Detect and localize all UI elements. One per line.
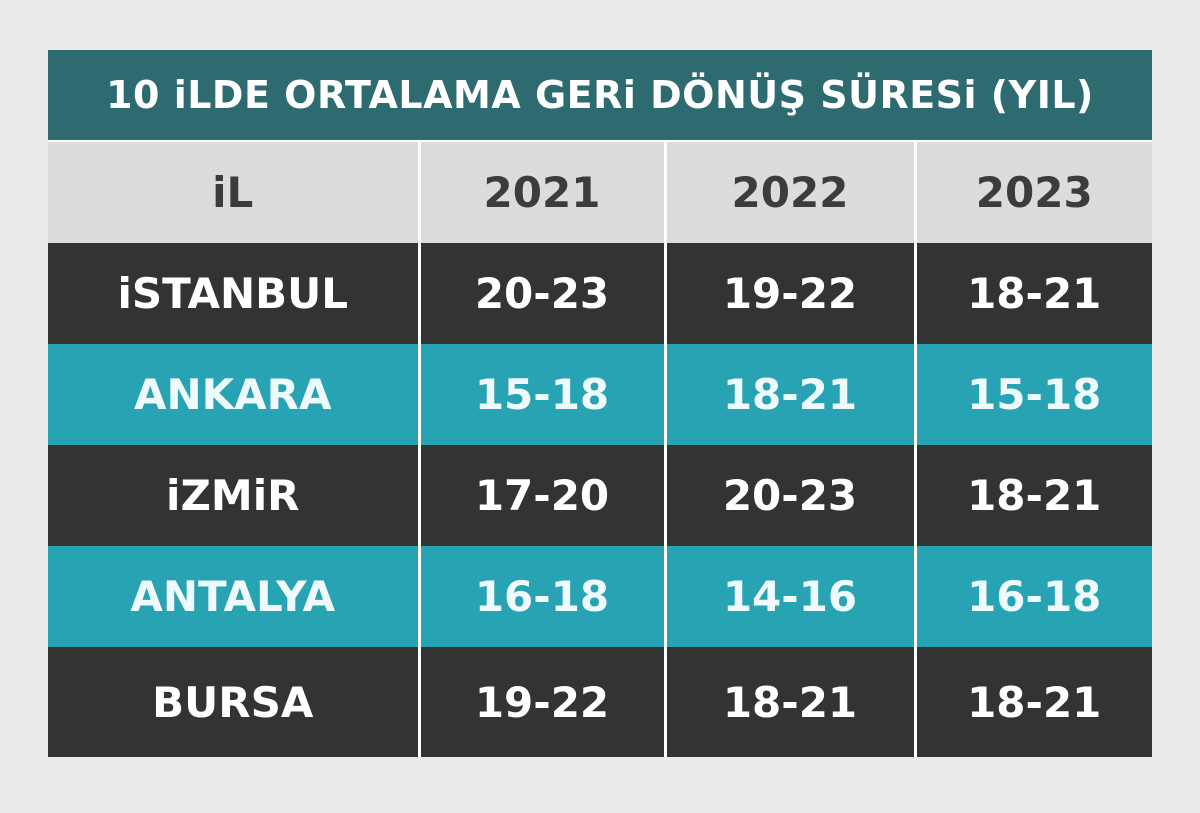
value-cell: 15-18 bbox=[916, 344, 1152, 445]
province-cell: ANTALYA bbox=[48, 546, 418, 647]
value-cell: 18-21 bbox=[666, 647, 914, 757]
value-cell: 14-16 bbox=[666, 546, 914, 647]
value-cell: 15-18 bbox=[420, 344, 664, 445]
value-cell: 19-22 bbox=[666, 243, 914, 344]
province-cell: BURSA bbox=[48, 647, 418, 757]
value-cell: 18-21 bbox=[916, 647, 1152, 757]
header-cell: iL bbox=[48, 142, 418, 243]
header-cell: 2023 bbox=[916, 142, 1152, 243]
value-cell: 16-18 bbox=[420, 546, 664, 647]
province-cell: iZMiR bbox=[48, 445, 418, 546]
province-cell: ANKARA bbox=[48, 344, 418, 445]
table-title: 10 iLDE ORTALAMA GERi DÖNÜŞ SÜRESi (YIL) bbox=[48, 50, 1152, 140]
value-cell: 17-20 bbox=[420, 445, 664, 546]
value-cell: 20-23 bbox=[666, 445, 914, 546]
value-cell: 19-22 bbox=[420, 647, 664, 757]
table-card: 10 iLDE ORTALAMA GERi DÖNÜŞ SÜRESi (YIL)… bbox=[48, 50, 1152, 757]
header-cell: 2022 bbox=[666, 142, 914, 243]
province-cell: iSTANBUL bbox=[48, 243, 418, 344]
value-cell: 18-21 bbox=[916, 243, 1152, 344]
value-cell: 20-23 bbox=[420, 243, 664, 344]
value-cell: 18-21 bbox=[916, 445, 1152, 546]
header-cell: 2021 bbox=[420, 142, 664, 243]
value-cell: 16-18 bbox=[916, 546, 1152, 647]
value-cell: 18-21 bbox=[666, 344, 914, 445]
